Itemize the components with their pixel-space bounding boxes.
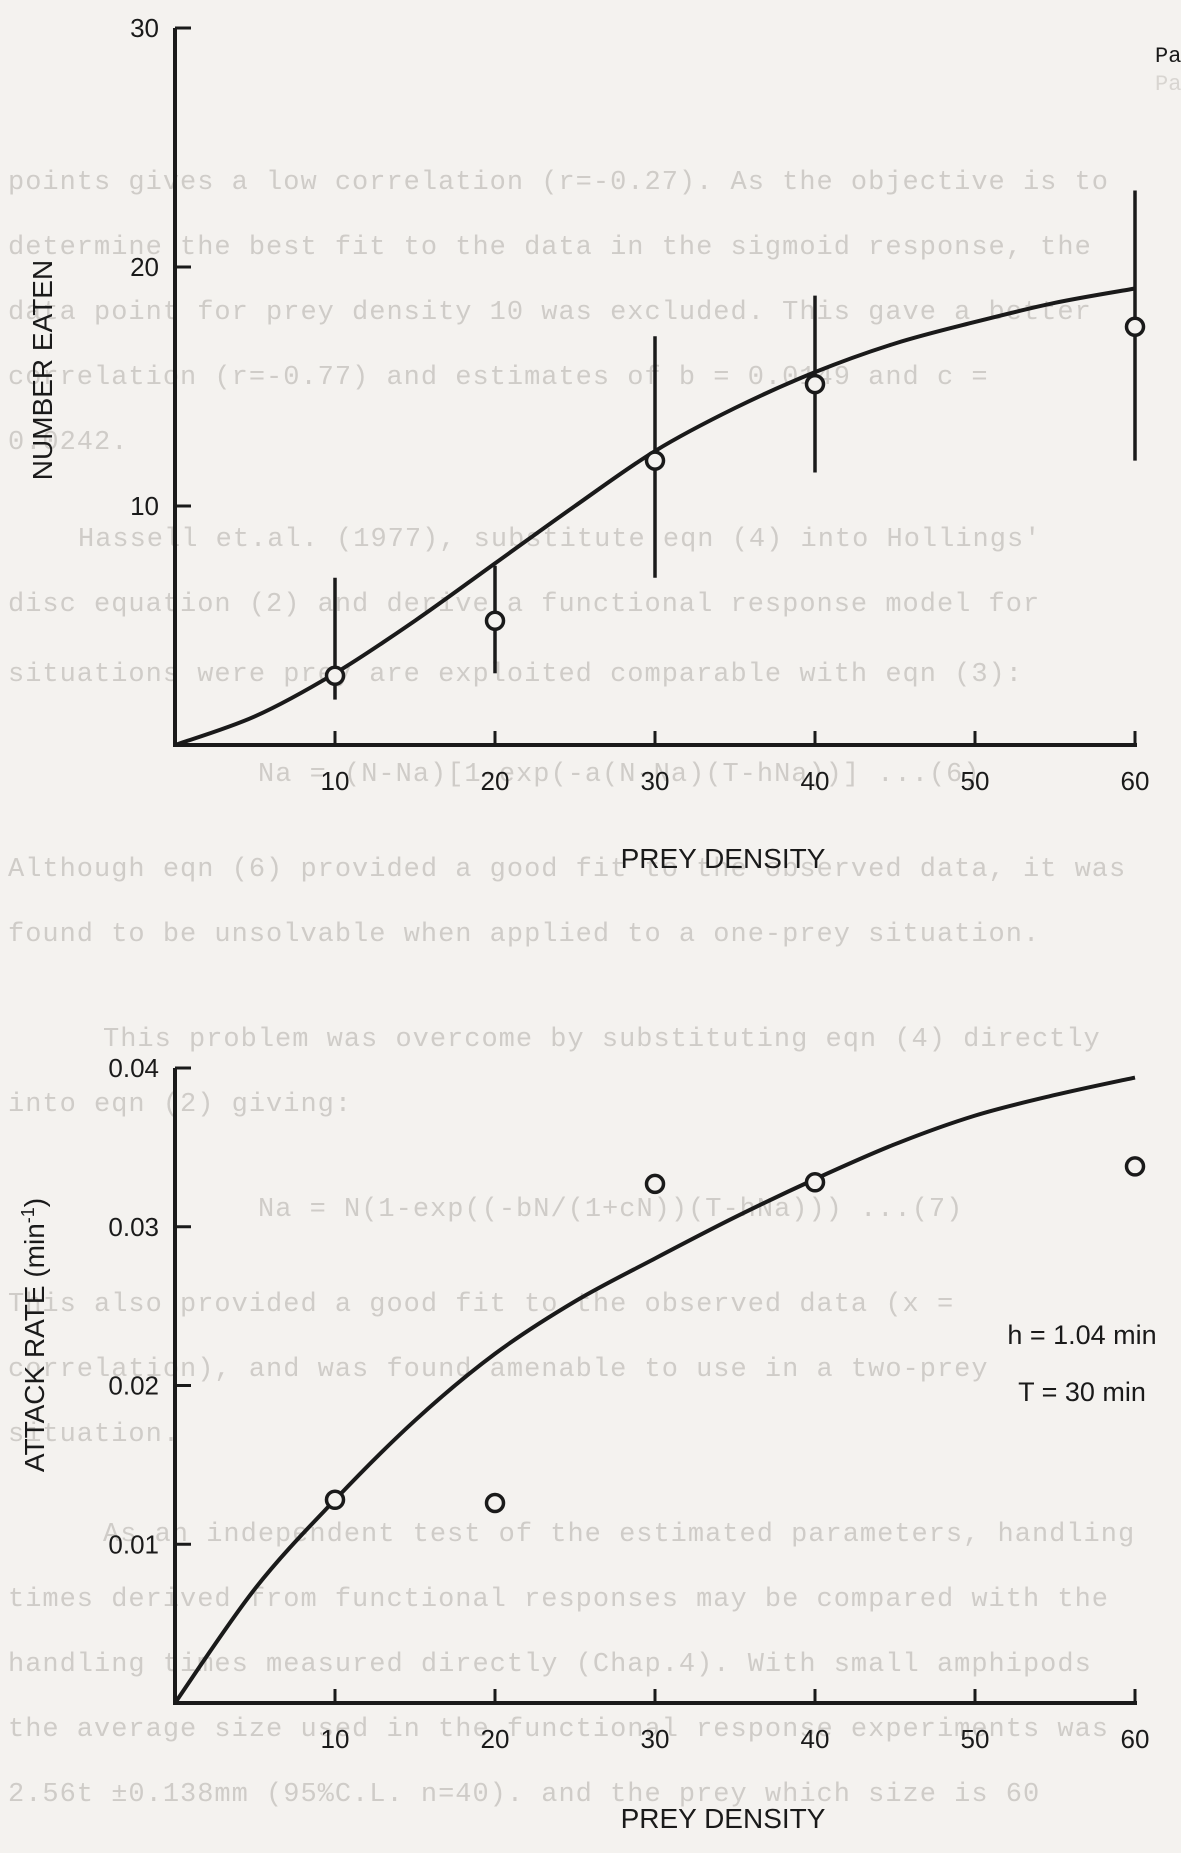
fitted-curve — [173, 1075, 1136, 1705]
data-point — [804, 373, 826, 395]
x-tick-label: 60 — [1121, 1724, 1150, 1754]
x-tick-label: 10 — [321, 766, 350, 796]
data-point — [804, 1172, 826, 1193]
annotation-total-time: T = 30 min — [1018, 1377, 1146, 1407]
data-point — [1124, 316, 1146, 337]
x-tick-label: 60 — [1121, 766, 1150, 796]
data-point — [1124, 1156, 1146, 1177]
data-point — [644, 450, 666, 471]
y-tick-label: 0.03 — [108, 1212, 159, 1242]
attack-rate-chart: 10 20 30 40 50 60 0.01 0.02 0.03 0.04 PREY DENSIT… — [18, 1053, 1157, 1834]
annotation-handling-time: h = 1.04 min — [1007, 1320, 1156, 1350]
y-tick-label: 30 — [130, 13, 159, 43]
y-tick-label: 20 — [130, 252, 159, 282]
data-point — [644, 1173, 666, 1195]
y-axis-label: ATTACK RATE (min-1) — [18, 1198, 50, 1472]
x-tick-label: 10 — [321, 1724, 350, 1754]
x-tick-label: 50 — [961, 766, 990, 796]
y-tick-label: 0.02 — [108, 1371, 159, 1401]
y-tick-label: 0.04 — [108, 1053, 159, 1083]
x-axis-label: PREY DENSITY — [621, 843, 826, 874]
x-tick-label: 20 — [481, 1724, 510, 1754]
x-tick-label: 30 — [641, 1724, 670, 1754]
data-point — [324, 665, 346, 686]
x-tick-label: 40 — [801, 766, 830, 796]
x-tick-label: 50 — [961, 1724, 990, 1754]
number-eaten-chart: 10 20 30 40 50 60 10 20 30 PREY DENSITY NUMBER E… — [27, 13, 1149, 874]
x-tick-label: 30 — [641, 766, 670, 796]
data-point — [484, 610, 506, 631]
y-tick-label: 10 — [130, 491, 159, 521]
data-point — [484, 1492, 506, 1514]
x-tick-label: 20 — [481, 766, 510, 796]
y-axis-label: NUMBER EATEN — [27, 260, 58, 480]
x-tick-label: 40 — [801, 1724, 830, 1754]
data-point — [324, 1489, 346, 1511]
x-axis-label: PREY DENSITY — [621, 1803, 826, 1834]
y-tick-label: 0.01 — [108, 1529, 159, 1559]
